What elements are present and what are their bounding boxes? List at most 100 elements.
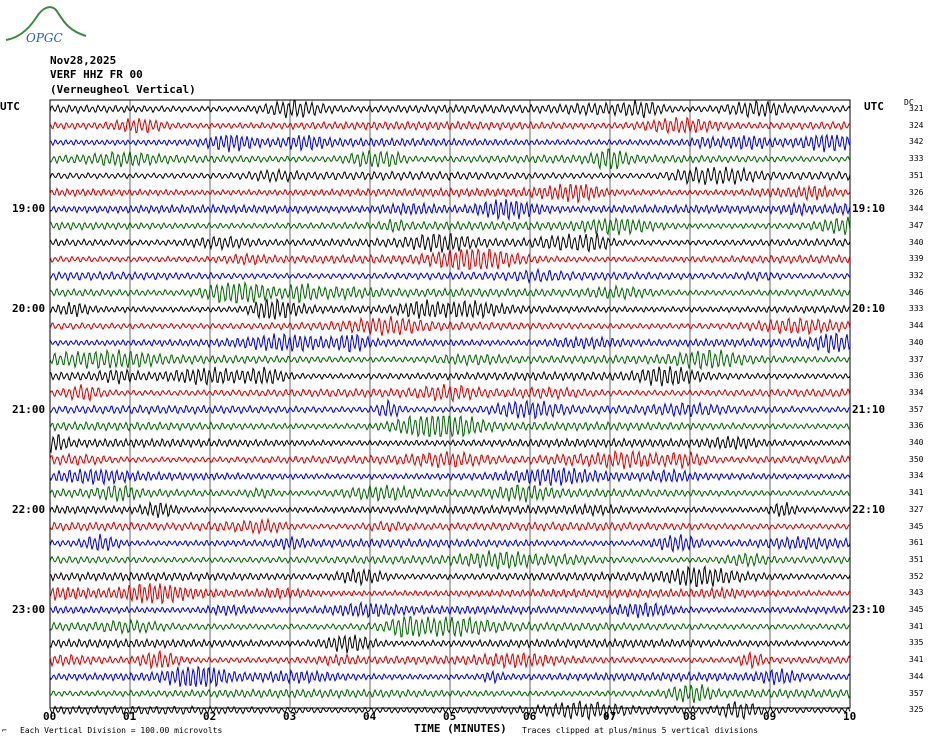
seismic-trace [49, 615, 851, 638]
dc-offset-label: 340 [909, 438, 924, 447]
dc-offset-label: 332 [909, 271, 924, 280]
dc-offset-label: 333 [909, 304, 924, 314]
dc-offset-label: 346 [909, 287, 924, 297]
dc-offset-label: 325 [909, 705, 924, 715]
x-tick-label: 07 [603, 710, 617, 723]
dc-offset-label: 345 [909, 605, 924, 614]
dc-offset-label: 347 [909, 220, 924, 230]
seismic-trace [49, 467, 851, 486]
left-axis-title: UTC [0, 100, 20, 113]
header-date: Nov28,2025 [50, 54, 117, 67]
seismic-trace [49, 634, 851, 654]
seismic-trace [49, 232, 851, 253]
opgc-logo: OPGC [5, 6, 87, 45]
left-time-label: 19:00 [12, 202, 46, 216]
left-time-label: 21:00 [12, 402, 46, 416]
left-time-label: 22:00 [12, 502, 46, 516]
dc-offset-label: 343 [909, 588, 924, 598]
dc-offset-label: 340 [909, 237, 924, 247]
seismic-trace [49, 348, 851, 371]
seismic-trace [49, 199, 851, 222]
x-tick-label: 10 [843, 710, 857, 723]
x-tick-label: 02 [203, 710, 217, 723]
dc-offset-label: 345 [909, 521, 924, 531]
seismic-trace [49, 247, 851, 270]
seismic-trace [49, 383, 851, 403]
seismic-trace [49, 434, 851, 454]
seismic-trace [49, 216, 851, 236]
header-station: VERF HHZ FR 00 [50, 68, 143, 81]
dc-offset-label: 327 [909, 504, 924, 514]
dc-offset-label: 344 [909, 204, 924, 214]
dc-offset-label: 342 [909, 137, 924, 147]
header-location: (Verneugheol Vertical) [50, 83, 196, 96]
dc-offset-label: 344 [909, 671, 924, 681]
dc-offset-label: 326 [909, 187, 924, 197]
dc-offset-label: 357 [909, 688, 924, 698]
footer-left: Each Vertical Division = 100.00 microvol… [20, 726, 223, 735]
dc-offset-label: 336 [909, 371, 924, 381]
dc-offset-label: 339 [909, 254, 924, 264]
x-tick-label: 04 [363, 710, 377, 723]
seismic-trace [49, 267, 851, 284]
dc-offset-label: 351 [909, 170, 924, 180]
x-tick-label: 05 [443, 710, 457, 723]
seismic-trace [49, 564, 851, 588]
seismic-trace [49, 449, 851, 470]
seismic-trace [49, 500, 851, 519]
x-tick-label: 08 [683, 710, 697, 723]
seismic-trace [49, 133, 851, 153]
dc-offset-label: 341 [909, 621, 924, 631]
x-axis-label: TIME (MINUTES) [414, 722, 507, 735]
seismic-trace [49, 583, 851, 605]
dc-offset-label: 337 [909, 354, 924, 364]
dc-offset-label: 361 [909, 538, 924, 548]
seismic-trace [49, 166, 851, 186]
dc-title: DC [904, 98, 914, 107]
seismic-trace [49, 315, 851, 336]
seismic-trace [49, 116, 851, 135]
seismic-trace [49, 665, 851, 688]
seismic-trace [49, 700, 851, 721]
seismic-trace [49, 533, 851, 554]
right-time-label: 19:10 [852, 202, 886, 216]
right-time-label: 23:10 [852, 603, 886, 616]
dc-offset-label: 341 [909, 488, 924, 498]
x-tick-label: 00 [43, 710, 57, 723]
seismic-trace [49, 332, 851, 354]
dc-offset-label: 335 [909, 638, 924, 648]
dc-offset-label: 324 [909, 120, 924, 130]
seismic-trace [49, 600, 851, 619]
footer-marker: ⌐ [2, 726, 7, 735]
seismic-trace [49, 517, 851, 535]
x-tick-label: 09 [763, 710, 777, 723]
dc-offset-label: 336 [909, 421, 924, 431]
seismic-trace [49, 684, 851, 704]
dc-offset-label: 340 [909, 337, 924, 347]
dc-offset-label: 352 [909, 571, 924, 581]
dc-offset-label: 350 [909, 454, 924, 464]
seismic-trace [49, 297, 851, 320]
seismic-trace [49, 414, 851, 439]
dc-offset-label: 334 [909, 387, 924, 397]
seismic-trace [49, 148, 851, 171]
footer-right: Traces clipped at plus/minus 5 vertical … [522, 726, 759, 735]
right-axis-title: UTC [864, 100, 884, 113]
seismic-trace [49, 183, 851, 205]
dc-offset-label: 351 [909, 554, 924, 564]
seismic-trace [49, 280, 851, 304]
seismic-trace [49, 366, 851, 387]
logo-text: OPGC [26, 31, 63, 45]
dc-offset-label: 341 [909, 655, 924, 665]
right-time-label: 20:10 [852, 302, 886, 316]
dc-offset-label: 333 [909, 154, 924, 164]
x-tick-label: 01 [123, 710, 137, 723]
right-time-label: 21:10 [852, 402, 886, 416]
dc-offset-label: 334 [909, 471, 924, 481]
left-time-label: 23:00 [12, 603, 46, 616]
dc-offset-label: 321 [909, 104, 924, 113]
x-tick-label: 03 [283, 710, 297, 723]
left-time-label: 20:00 [12, 302, 46, 316]
dc-offset-label: 357 [909, 404, 924, 414]
